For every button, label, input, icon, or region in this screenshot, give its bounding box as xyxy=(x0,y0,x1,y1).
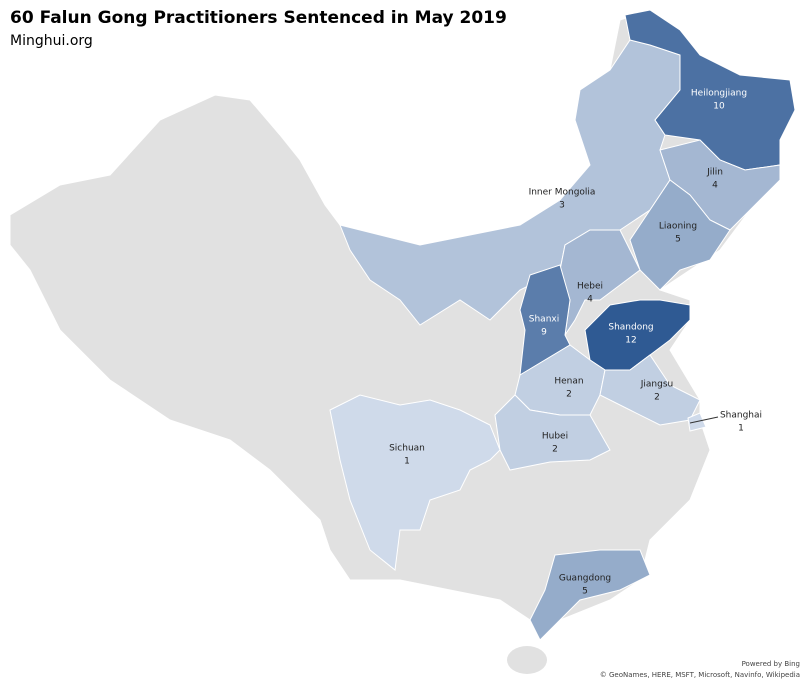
region xyxy=(339,39,681,326)
region-value: 2 xyxy=(566,390,572,400)
subtitle: Minghui.org xyxy=(10,33,93,49)
region-value: 12 xyxy=(625,336,636,346)
region-value: 3 xyxy=(559,201,565,211)
region-value: 4 xyxy=(712,181,718,191)
region xyxy=(494,394,611,471)
title: 60 Falun Gong Practitioners Sentenced in… xyxy=(10,8,507,28)
region-name: Jiangsu xyxy=(640,380,673,390)
region-value: 4 xyxy=(587,295,593,305)
region xyxy=(599,354,701,426)
hainan xyxy=(507,646,547,674)
region-value: 5 xyxy=(675,235,681,245)
region-value: 1 xyxy=(404,457,410,467)
region-value: 9 xyxy=(541,328,547,338)
region-name: Hubei xyxy=(542,432,568,442)
leader-line xyxy=(689,416,719,424)
regions xyxy=(329,9,796,641)
region-value: 5 xyxy=(582,587,588,597)
credit: © GeoNames, HERE, MSFT, Microsoft, Navin… xyxy=(600,671,800,679)
region xyxy=(329,394,501,571)
region-name: Shanxi xyxy=(529,315,559,325)
region-name: Jilin xyxy=(706,168,723,178)
region xyxy=(529,549,651,641)
region-value: 2 xyxy=(552,445,558,455)
region-name: Inner Mongolia xyxy=(529,188,596,198)
region-name: Liaoning xyxy=(659,222,697,232)
region-name: Hebei xyxy=(577,282,603,292)
credit: Powered by Bing xyxy=(742,660,800,668)
region-name: Heilongjiang xyxy=(691,89,747,99)
region-name: Sichuan xyxy=(389,444,425,454)
region-name: Henan xyxy=(554,377,583,387)
region-value: 1 xyxy=(738,424,744,434)
region xyxy=(629,179,731,291)
region-name: Shandong xyxy=(608,323,653,333)
region-name: Shanghai xyxy=(720,411,762,421)
region-value: 10 xyxy=(713,102,725,112)
region-name: Guangdong xyxy=(559,574,611,584)
region-value: 2 xyxy=(654,393,660,403)
